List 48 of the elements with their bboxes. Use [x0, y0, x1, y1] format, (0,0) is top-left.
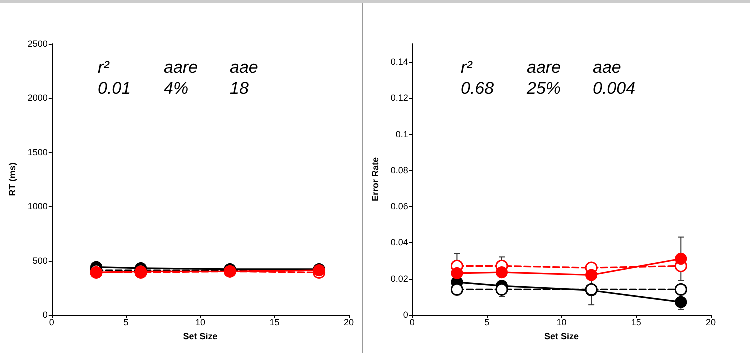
- x-tick-label: 15: [631, 318, 642, 328]
- point: [586, 269, 598, 282]
- annotation: r²: [461, 58, 474, 77]
- y-tick-label: 2000: [28, 93, 48, 104]
- x-tick-label: 10: [556, 318, 567, 328]
- point: [674, 283, 688, 296]
- x-axis-title: Set Size: [183, 331, 218, 342]
- y-axis-title: RT (ms): [8, 162, 18, 196]
- y-tick-label: 500: [32, 256, 48, 266]
- x-axis-title: Set Size: [544, 331, 579, 342]
- annotation: 25%: [526, 79, 562, 98]
- annotation: aare: [527, 58, 562, 77]
- y-tick-label: 0: [403, 310, 408, 320]
- x-tick-label: 5: [484, 318, 490, 328]
- y-tick-label: 0.12: [390, 93, 408, 104]
- annotation: 18: [230, 79, 250, 98]
- x-tick-label: 0: [410, 318, 415, 328]
- y-tick-label: 0.02: [390, 274, 408, 284]
- x-tick-label: 0: [49, 318, 54, 328]
- y-axis-title: Error Rate: [370, 157, 380, 202]
- x-tick-label: 5: [124, 318, 129, 328]
- y-tick-label: 0.08: [390, 165, 408, 176]
- y-tick-label: 1000: [28, 202, 48, 212]
- annotation: 0.004: [593, 79, 636, 98]
- x-tick-label: 20: [344, 318, 354, 328]
- y-tick-label: 0.06: [390, 202, 408, 212]
- annotation: 0.68: [461, 79, 495, 98]
- y-tick-label: 0: [42, 310, 48, 320]
- y-tick-label: 1500: [28, 147, 48, 158]
- annotation: aae: [230, 58, 258, 77]
- point: [496, 283, 508, 296]
- y-tick-label: 2500: [28, 39, 48, 49]
- x-tick-label: 10: [195, 318, 206, 328]
- y-tick-label: 0.04: [390, 238, 408, 248]
- annotation: aae: [593, 58, 622, 77]
- annotation: 0.01: [98, 79, 132, 98]
- y-tick-label: 0.1: [396, 129, 408, 140]
- annotation: 4%: [164, 79, 189, 98]
- point: [496, 266, 508, 279]
- x-tick-label: 20: [706, 318, 716, 328]
- point: [451, 267, 464, 280]
- point: [450, 283, 464, 296]
- annotation: aare: [164, 58, 198, 77]
- x-tick-label: 15: [270, 318, 280, 328]
- point: [675, 296, 688, 308]
- y-tick-label: 0.14: [390, 57, 408, 68]
- annotation: r²: [98, 58, 111, 77]
- point: [675, 252, 688, 265]
